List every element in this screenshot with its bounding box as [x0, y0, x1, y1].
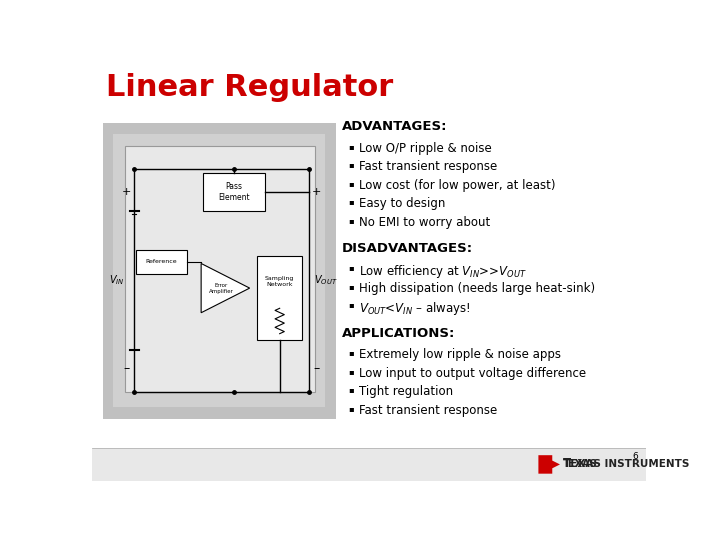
- Text: APPLICATIONS:: APPLICATIONS:: [342, 327, 456, 340]
- Bar: [257, 256, 302, 340]
- Text: +: +: [312, 187, 321, 197]
- Text: Low efficiency at $V_{IN}$>>$V_{OUT}$: Low efficiency at $V_{IN}$>>$V_{OUT}$: [359, 264, 527, 280]
- Text: ▪: ▪: [348, 403, 354, 413]
- Text: Extremely low ripple & noise apps: Extremely low ripple & noise apps: [359, 348, 561, 361]
- Text: Sampling
Network: Sampling Network: [265, 276, 294, 287]
- Text: –: –: [313, 362, 320, 375]
- Bar: [204, 173, 265, 211]
- Text: ▪: ▪: [348, 282, 354, 291]
- Text: $V_{IN}$: $V_{IN}$: [109, 273, 125, 287]
- Text: 6: 6: [633, 452, 639, 461]
- Text: Tight regulation: Tight regulation: [359, 385, 453, 398]
- Bar: [92, 448, 647, 481]
- Text: ▪: ▪: [348, 348, 354, 357]
- Text: DISADVANTAGES:: DISADVANTAGES:: [342, 242, 473, 255]
- Text: +: +: [122, 187, 131, 197]
- Text: $V_{OUT}$<$V_{IN}$ – always!: $V_{OUT}$<$V_{IN}$ – always!: [359, 300, 470, 318]
- Text: ▪: ▪: [348, 264, 354, 273]
- Text: Fast transient response: Fast transient response: [359, 160, 498, 173]
- Text: High dissipation (needs large heat-sink): High dissipation (needs large heat-sink): [359, 282, 595, 295]
- Text: EXAS: EXAS: [567, 458, 600, 469]
- Text: Reference: Reference: [145, 259, 177, 265]
- Text: Low cost (for low power, at least): Low cost (for low power, at least): [359, 179, 556, 192]
- Text: ▪: ▪: [348, 179, 354, 188]
- Text: No EMI to worry about: No EMI to worry about: [359, 215, 490, 229]
- Text: ▪: ▪: [348, 160, 354, 169]
- Bar: [104, 123, 336, 419]
- Bar: [113, 134, 325, 408]
- Polygon shape: [539, 455, 560, 474]
- Bar: [125, 146, 315, 392]
- Bar: [137, 249, 186, 274]
- Text: TEXAS INSTRUMENTS: TEXAS INSTRUMENTS: [563, 458, 690, 469]
- Text: Low O/P ripple & noise: Low O/P ripple & noise: [359, 142, 492, 155]
- Polygon shape: [201, 264, 250, 313]
- Text: Fast transient response: Fast transient response: [359, 403, 498, 416]
- Text: ▪: ▪: [348, 197, 354, 206]
- Text: ▪: ▪: [348, 367, 354, 376]
- Text: Error
Amplifier: Error Amplifier: [209, 283, 234, 294]
- Text: ▪: ▪: [348, 385, 354, 394]
- Text: Easy to design: Easy to design: [359, 197, 446, 210]
- Text: ▪: ▪: [348, 142, 354, 151]
- Text: Linear Regulator: Linear Regulator: [106, 72, 393, 102]
- Text: ▪: ▪: [348, 300, 354, 309]
- Text: Pass
Element: Pass Element: [218, 182, 250, 201]
- Text: T: T: [563, 457, 571, 470]
- Text: Low input to output voltage difference: Low input to output voltage difference: [359, 367, 586, 380]
- Text: –: –: [123, 362, 130, 375]
- Text: $V_{OUT}$: $V_{OUT}$: [314, 273, 338, 287]
- Text: ▪: ▪: [348, 215, 354, 225]
- Text: ADVANTAGES:: ADVANTAGES:: [342, 120, 448, 133]
